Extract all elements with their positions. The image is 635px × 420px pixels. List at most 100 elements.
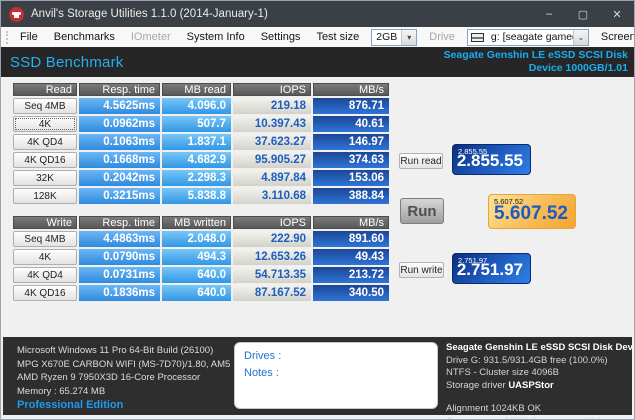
iops-cell: 4.897.84: [233, 170, 311, 186]
read-score-panel: 2.855.55 2.855.55: [452, 144, 531, 175]
test-size-label: Test size: [316, 31, 360, 43]
mbs-header[interactable]: MB/s: [313, 216, 389, 229]
close-icon[interactable]: ✕: [612, 8, 622, 21]
cpu-line: AMD Ryzen 9 7950X3D 16-Core Processor: [17, 372, 201, 383]
mbs-cell: 40.61: [313, 116, 389, 132]
device-info-block: Seagate Genshin LE eSSD SCSI Disk Device…: [446, 342, 634, 420]
alignment-line: Alignment 1024KB OK: [446, 403, 542, 414]
write-score-value: 2.751.97: [456, 260, 523, 279]
minimize-icon[interactable]: –: [545, 8, 553, 20]
drive-select[interactable]: g: [seagate gamedriv ⌄: [466, 28, 589, 46]
write-score-small: 2.751.97: [458, 256, 488, 265]
run-write-button[interactable]: Run write: [399, 262, 444, 278]
menu-benchmarks[interactable]: Benchmarks: [53, 31, 115, 43]
read-table: Read Resp. time MB read IOPS MB/s Seq 4M…: [13, 83, 389, 204]
iops-cell: 3.110.68: [233, 188, 311, 204]
iops-cell: 219.18: [233, 98, 311, 114]
mbs-cell: 153.06: [313, 170, 389, 186]
row-button-4k[interactable]: 4K: [13, 116, 77, 132]
device-header-line1: Seagate Genshin LE eSSD SCSI Disk: [443, 49, 628, 61]
row-button-4kqd4[interactable]: 4K QD4: [13, 134, 77, 150]
memory-line: Memory : 65.274 MB: [17, 385, 106, 397]
drive-label: Drive: [429, 31, 455, 43]
total-score-value: 5.607.52: [494, 203, 568, 224]
menu-file[interactable]: File: [20, 31, 38, 43]
mbs-cell: 146.97: [313, 134, 389, 150]
spacer: [446, 392, 634, 403]
header-band: SSD Benchmark Seagate Genshin LE eSSD SC…: [1, 47, 634, 77]
row-button-seq4mb[interactable]: Seq 4MB: [13, 231, 77, 247]
storage-driver-label: Storage driver: [446, 379, 506, 391]
run-button[interactable]: Run: [400, 198, 444, 224]
iops-header[interactable]: IOPS: [233, 83, 311, 96]
storage-driver-line: Storage driver UASPStor: [446, 379, 634, 393]
iops-cell: 10.397.43: [233, 116, 311, 132]
run-read-button[interactable]: Run read: [399, 153, 443, 169]
iops-header[interactable]: IOPS: [233, 216, 311, 229]
mbs-cell: 374.63: [313, 152, 389, 168]
mbs-cell: 876.71: [313, 98, 389, 114]
resp-time-cell: 0.0790ms: [79, 249, 160, 265]
mb-read-header[interactable]: MB read: [162, 83, 231, 96]
resp-time-cell: 4.5625ms: [79, 98, 160, 114]
title-bar: Anvil's Storage Utilities 1.1.0 (2014-Ja…: [1, 1, 634, 27]
toolbar-grip-icon: [6, 30, 8, 44]
drive-value: g: [seagate gamedriv: [490, 31, 573, 43]
benchmark-content: Read Resp. time MB read IOPS MB/s Seq 4M…: [1, 77, 634, 337]
read-header[interactable]: Read: [13, 83, 77, 96]
os-line: Microsoft Windows 11 Pro 64-Bit Build (2…: [17, 345, 214, 356]
resp-time-cell: 0.1668ms: [79, 152, 160, 168]
mb-read-cell: 5.838.8: [162, 188, 231, 204]
mbs-cell: 891.60: [313, 231, 389, 247]
iops-cell: 87.167.52: [233, 285, 311, 301]
test-size-select[interactable]: 2GB ▾: [371, 28, 418, 46]
drives-notes-panel[interactable]: Drives : Notes :: [234, 342, 438, 409]
iops-cell: 95.905.27: [233, 152, 311, 168]
mbs-cell: 340.50: [313, 285, 389, 301]
iops-cell: 37.623.27: [233, 134, 311, 150]
menu-screenshot[interactable]: Screenshot: [600, 31, 634, 43]
total-score-small: 5.607.52: [494, 197, 524, 206]
drives-label: Drives :: [244, 350, 282, 362]
resp-time-cell: 0.1836ms: [79, 285, 160, 301]
resp-time-header[interactable]: Resp. time: [79, 83, 160, 96]
mb-read-cell: 4.682.9: [162, 152, 231, 168]
row-button-4kqd16[interactable]: 4K QD16: [13, 285, 77, 301]
mbs-header[interactable]: MB/s: [313, 83, 389, 96]
mb-read-cell: 4.096.0: [162, 98, 231, 114]
mb-written-cell: 640.0: [162, 267, 231, 283]
drive-icon: [470, 32, 484, 42]
device-header: Seagate Genshin LE eSSD SCSI Disk Device…: [444, 49, 628, 75]
page-title: SSD Benchmark: [10, 53, 124, 71]
write-header[interactable]: Write: [13, 216, 77, 229]
row-button-32k[interactable]: 32K: [13, 170, 77, 186]
dropdown-arrow-icon[interactable]: ▾: [401, 29, 417, 45]
mb-read-cell: 1.837.1: [162, 134, 231, 150]
resp-time-header[interactable]: Resp. time: [79, 216, 160, 229]
menu-system-info[interactable]: System Info: [186, 31, 245, 43]
device-header-line2: Device 1000GB/1.01: [528, 62, 628, 74]
edition-label: Professional Edition: [17, 399, 124, 411]
device-title: Seagate Genshin LE eSSD SCSI Disk Device…: [446, 342, 634, 353]
menu-iometer: IOmeter: [130, 31, 171, 43]
row-button-4k[interactable]: 4K: [13, 249, 77, 265]
mbs-cell: 213.72: [313, 267, 389, 283]
maximize-icon[interactable]: ▢: [577, 8, 589, 21]
resp-time-cell: 4.4863ms: [79, 231, 160, 247]
mb-written-header[interactable]: MB written: [162, 216, 231, 229]
status-footer: Microsoft Windows 11 Pro 64-Bit Build (2…: [3, 337, 634, 419]
row-button-seq4mb[interactable]: Seq 4MB: [13, 98, 77, 114]
menu-settings[interactable]: Settings: [260, 31, 301, 43]
drive-free-line: Drive G: 931.5/931.4GB free (100.0%): [446, 354, 608, 366]
row-button-4kqd4[interactable]: 4K QD4: [13, 267, 77, 283]
row-button-4kqd16[interactable]: 4K QD16: [13, 152, 77, 168]
resp-time-cell: 0.0731ms: [79, 267, 160, 283]
mbs-cell: 388.84: [313, 188, 389, 204]
mb-written-cell: 494.3: [162, 249, 231, 265]
window-controls: – ▢ ✕: [532, 1, 634, 27]
compression-line: Compression 100% (Incompressible): [446, 416, 634, 420]
mb-read-cell: 2.298.3: [162, 170, 231, 186]
notes-label: Notes :: [244, 367, 279, 379]
combo-arrow-icon[interactable]: ⌄: [572, 29, 588, 45]
row-button-128k[interactable]: 128K: [13, 188, 77, 204]
